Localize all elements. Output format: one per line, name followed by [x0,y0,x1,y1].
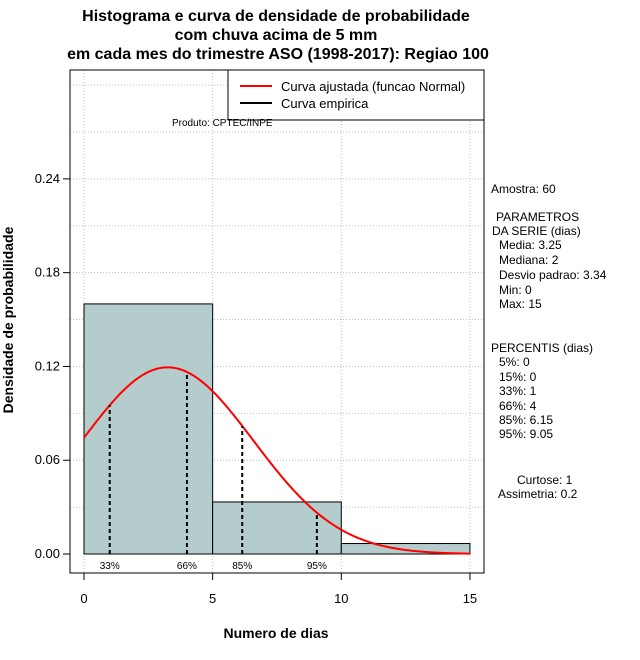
stat-min: Min: 0 [499,283,532,297]
params-header-2: DA SERIE (dias) [492,224,581,238]
chart-title-line-1: Histograma e curva de densidade de proba… [82,8,470,25]
y-tick-label: 0.00 [35,546,60,561]
stat-kurtosis: Curtose: 1 [517,473,573,487]
x-tick-label: 10 [334,591,348,606]
y-tick-label: 0.24 [35,171,60,186]
percentile-label-85: 85% [232,561,252,572]
percentile-95: 95%: 9.05 [499,427,553,441]
histogram-bar-1 [83,303,214,555]
legend: Curva ajustada (funcao Normal) Curva emp… [227,69,485,121]
percentile-85: 85%: 6.15 [499,413,553,427]
percentile-label-33: 33% [100,561,120,572]
percentile-label-66: 66% [177,561,197,572]
percentile-66: 66%: 4 [499,399,537,413]
fitted-normal-curve [83,366,470,555]
percentiles-header: PERCENTIS (dias) [491,341,593,355]
fitted-curve-layer [83,366,470,555]
histogram-bar-2 [212,501,342,555]
stat-skewness: Assimetria: 0.2 [498,487,578,501]
legend-box [227,69,485,121]
histogram-bars [83,303,471,555]
percentile-15: 15%: 0 [499,370,537,384]
sample-size: Amostra: 60 [491,182,556,196]
percentile-lines: 33% 66% 85% 95% [100,371,327,572]
chart-title-line-2: com chuva acima de 5 mm [175,27,378,44]
x-axis-title: Numero de dias [223,625,328,641]
y-tick-label: 0.06 [35,452,60,467]
chart-title-line-3: em cada mes do trimestre ASO (1998-2017)… [67,46,489,63]
stat-mean: Media: 3.25 [499,238,562,252]
x-tick-label: 0 [80,591,87,606]
legend-empirical-label: Curva empirica [281,96,369,111]
y-tick-label: 0.18 [35,265,60,280]
percentile-5: 5%: 0 [499,355,530,369]
credit-text: Produto: CPTEC/INPE [172,118,273,129]
y-axis-title: Densidade de probabilidade [0,226,16,413]
x-tick-label: 5 [209,591,216,606]
stat-max: Max: 15 [499,297,542,311]
stat-sd: Desvio padrao: 3.34 [499,268,607,282]
statistics-panel: Amostra: 60 PARAMETROS DA SERIE (dias) M… [491,182,607,501]
x-tick-label: 15 [463,591,477,606]
stat-median: Mediana: 2 [499,253,559,267]
y-tick-label: 0.12 [35,358,60,373]
params-header-1: PARAMETROS [496,210,579,224]
percentile-33: 33%: 1 [499,384,537,398]
legend-fitted-label: Curva ajustada (funcao Normal) [281,79,465,94]
percentile-label-95: 95% [307,561,327,572]
